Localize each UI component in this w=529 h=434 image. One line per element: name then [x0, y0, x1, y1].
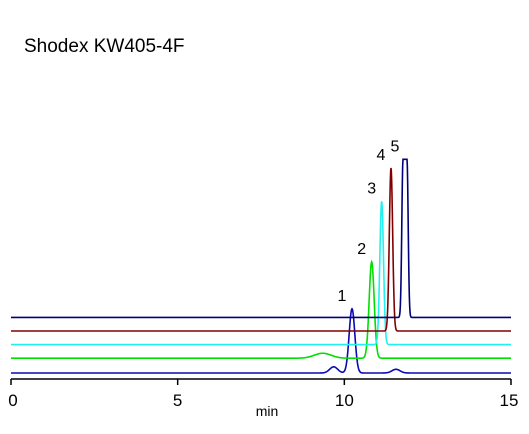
chromatogram-traces [11, 158, 511, 374]
x-tick-label-10: 10 [335, 391, 354, 410]
peak-label-2: 2 [357, 241, 366, 258]
peak-labels: 1 2 345 [338, 138, 400, 304]
trace-line-4 [11, 167, 511, 332]
peak-label-4: 4 [377, 147, 386, 164]
x-tick-label-5: 5 [173, 391, 182, 410]
x-tick-label-15: 15 [500, 391, 519, 410]
chart-title: Shodex KW405-4F [24, 36, 185, 57]
trace-line-1 [11, 307, 511, 374]
x-axis-ticks: 0 5 10 15 [8, 379, 518, 410]
x-tick-label-0: 0 [8, 391, 17, 410]
peak-label-3: 3 [367, 180, 376, 197]
peak-label-1: 1 [338, 288, 347, 305]
trace-line-2 [11, 259, 511, 359]
trace-line-5 [11, 158, 511, 319]
x-axis-label: min [256, 403, 279, 419]
peak-label-5: 5 [391, 138, 400, 155]
trace-line-3 [11, 201, 511, 346]
